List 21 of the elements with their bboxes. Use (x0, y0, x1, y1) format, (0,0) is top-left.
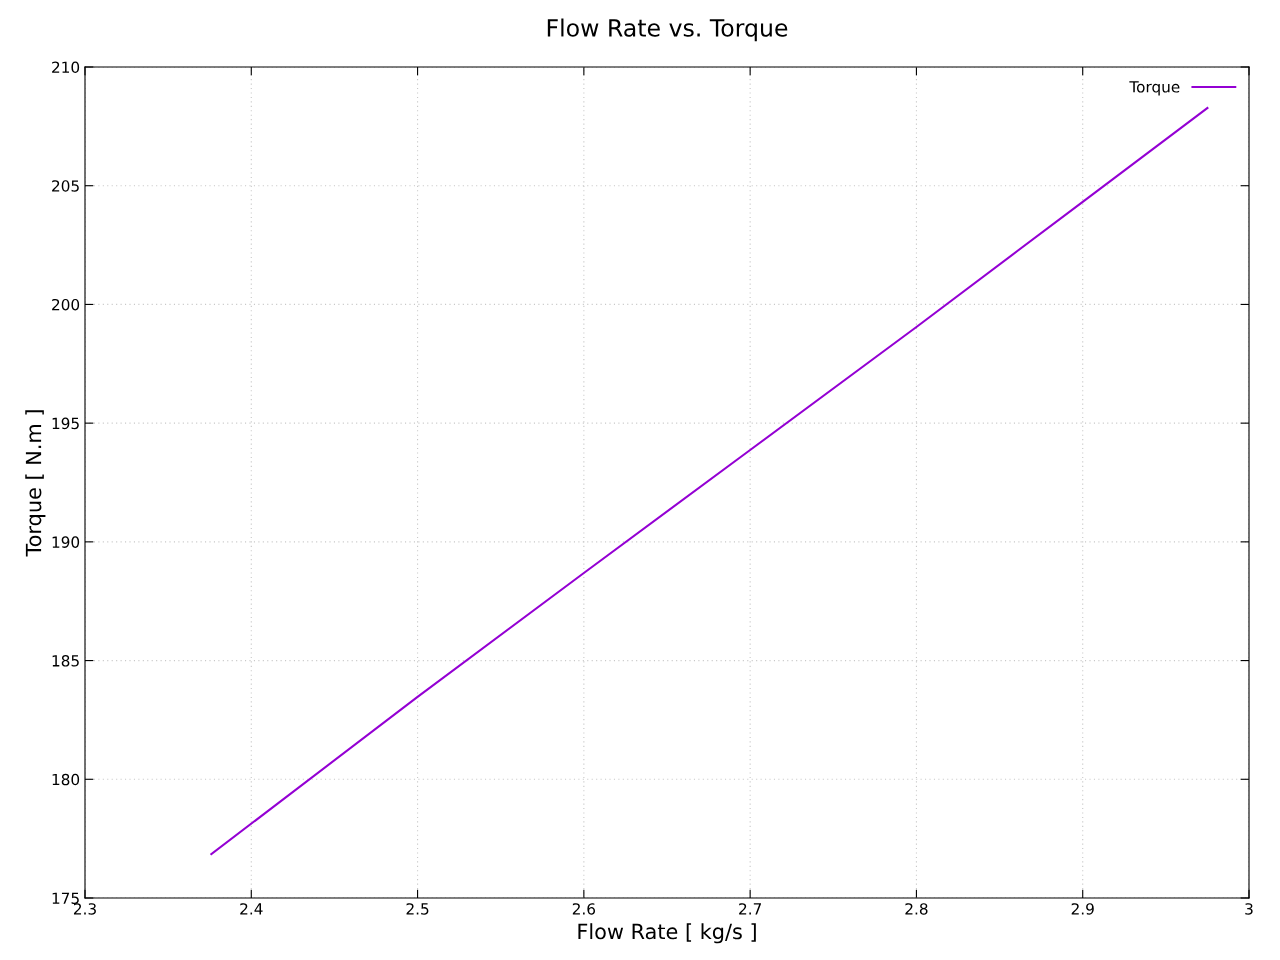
y-tick-label: 200 (52, 298, 80, 311)
x-tick-label: 2.7 (739, 903, 761, 915)
x-tick-label: 2.6 (572, 903, 596, 915)
x-tick-label: 2.9 (1071, 903, 1094, 915)
legend-label: Torque (1129, 81, 1180, 96)
y-tick-label: 205 (52, 180, 79, 192)
x-tick-label: 2.4 (240, 903, 263, 915)
y-axis-title: Torque [ N.m ] (25, 410, 46, 557)
y-tick-label: 210 (52, 61, 80, 74)
line-series (210, 107, 1209, 856)
x-tick-label: 2.5 (406, 903, 429, 915)
y-tick-label: 175 (52, 892, 79, 905)
y-tick-label: 190 (52, 536, 80, 548)
y-tick-label: 195 (52, 417, 79, 430)
y-tick-label: 180 (52, 773, 80, 786)
chart-title: Flow Rate vs. Torque (547, 18, 788, 42)
x-tick-label: 2.8 (905, 903, 928, 915)
x-tick-label: 2.3 (73, 903, 96, 915)
y-tick-label: 185 (52, 655, 79, 667)
x-axis-title: Flow Rate [ kg/s ] (578, 923, 756, 944)
x-tick-label: 3 (1245, 903, 1253, 915)
